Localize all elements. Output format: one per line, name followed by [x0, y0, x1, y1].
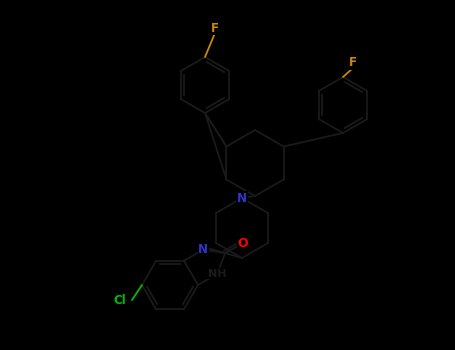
Text: Cl: Cl [114, 294, 126, 307]
Text: N: N [237, 191, 247, 204]
Text: O: O [237, 237, 248, 250]
Text: NH: NH [208, 269, 227, 279]
Text: F: F [349, 56, 357, 70]
Text: N: N [198, 243, 208, 256]
Text: F: F [211, 21, 219, 35]
